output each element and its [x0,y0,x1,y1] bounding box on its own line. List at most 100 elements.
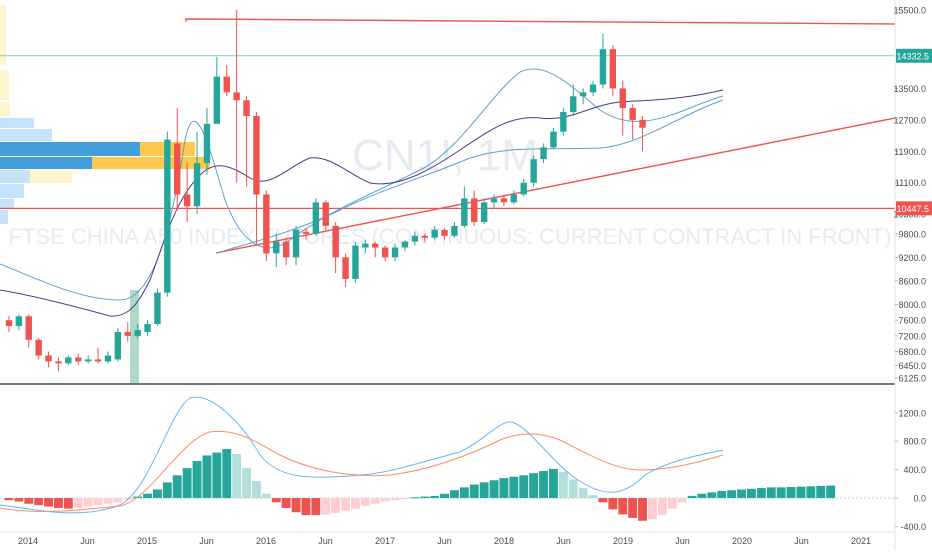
histogram-bar [756,488,766,499]
volume-profile-bar [0,184,24,198]
candle-body [114,331,122,360]
candle-body [431,229,438,238]
candle-body [84,359,92,362]
candle-body [570,96,577,113]
histogram-bar [707,492,717,499]
time-tick-label: Jun [556,536,571,546]
candle-body [104,355,112,362]
candle-body [609,49,617,89]
candle-body [391,247,399,258]
histogram-bar [113,498,123,503]
histogram-bar [727,490,737,499]
histogram-bar [440,493,449,499]
histogram-bar [14,498,24,502]
candle-body [372,243,379,248]
resistance-trendline [185,18,896,25]
time-tick-label: Jun [794,536,809,546]
time-tick-label: Jun [437,536,452,546]
candle-body [134,329,141,336]
histogram-bar [390,498,400,501]
histogram-bar [747,488,756,499]
candle-body [441,229,448,236]
histogram-bar [638,498,647,521]
candle-body [480,202,488,222]
histogram-bar [370,498,380,504]
histogram-bar [479,482,489,499]
candle-body [282,241,290,258]
price-tick-label: 8600.0 [898,276,926,286]
price-tick-label: 7600.0 [898,316,926,326]
histogram-bar [73,498,83,508]
histogram-bar [232,453,242,499]
time-tick-label: 2016 [256,536,276,546]
histogram-bar [331,498,341,513]
histogram-bar [301,498,311,516]
candle-body [530,159,537,183]
histogram-bar [826,485,836,499]
moving-average-long [216,99,724,254]
level-price-label-text: 10447.5 [896,204,929,214]
histogram-bar [786,487,796,499]
histogram-bar [657,498,667,516]
candle-body [35,339,42,356]
histogram-bar [172,475,182,499]
histogram-bar [450,490,459,499]
histogram-bar [351,498,360,509]
candle-body [302,231,310,234]
histogram-bar [489,480,499,499]
histogram-bar [321,498,331,515]
candle-body [510,194,518,203]
histogram-bar [261,493,271,499]
candle-body [243,100,250,116]
histogram-bar [380,498,390,502]
candle-body [65,357,72,364]
candle-body [263,194,270,254]
candle-body [75,357,82,362]
candle-body [619,88,626,109]
price-tick-label: 9200.0 [898,253,926,263]
histogram-bar [697,493,707,499]
histogram-bar [628,498,638,518]
trendlines [0,18,896,254]
oscillator-tick-label: 1200.0 [898,408,926,418]
macd-line [0,396,724,514]
time-tick-label: Jun [675,536,690,546]
histogram-bar [568,479,578,499]
histogram-bar [400,498,410,500]
oscillator-tick-label: 800.0 [903,437,926,447]
candle-body [203,123,211,164]
volume-profile-bar [0,157,92,169]
histogram-bar [83,498,93,507]
histogram-bar [806,486,816,499]
time-tick-label: 2019 [613,536,633,546]
candle-body [55,361,62,364]
candle-body [144,324,151,332]
candle-body [273,241,280,254]
price-tick-label: 13500.0 [893,84,926,94]
candle-body [629,108,636,120]
price-tick-label: 15500.0 [893,5,926,15]
histogram-bar [24,498,34,504]
histogram-bar [410,497,420,499]
candle-body [322,202,329,226]
candle-body [183,194,191,207]
histogram-bar [776,487,786,499]
volume-profile-bar [0,170,30,183]
histogram-bar [360,498,370,506]
histogram-bar [766,487,776,499]
candle-body [342,257,349,279]
time-tick-label: 2014 [18,536,38,546]
histogram-bar [34,498,44,506]
histogram-bar [44,498,53,507]
histogram-bar [93,498,103,506]
histogram-bar [430,495,440,499]
time-tick-label: 2018 [494,536,514,546]
candle-body [223,76,230,93]
candle-body [352,245,359,279]
time-tick-label: Jun [80,536,95,546]
moving-average-slow [0,89,724,317]
histogram-bar [63,498,73,509]
candle-body [174,143,181,195]
watermark-description: FTSE CHINA A50 INDEX FUTURES (CONTINUOUS… [9,224,892,249]
